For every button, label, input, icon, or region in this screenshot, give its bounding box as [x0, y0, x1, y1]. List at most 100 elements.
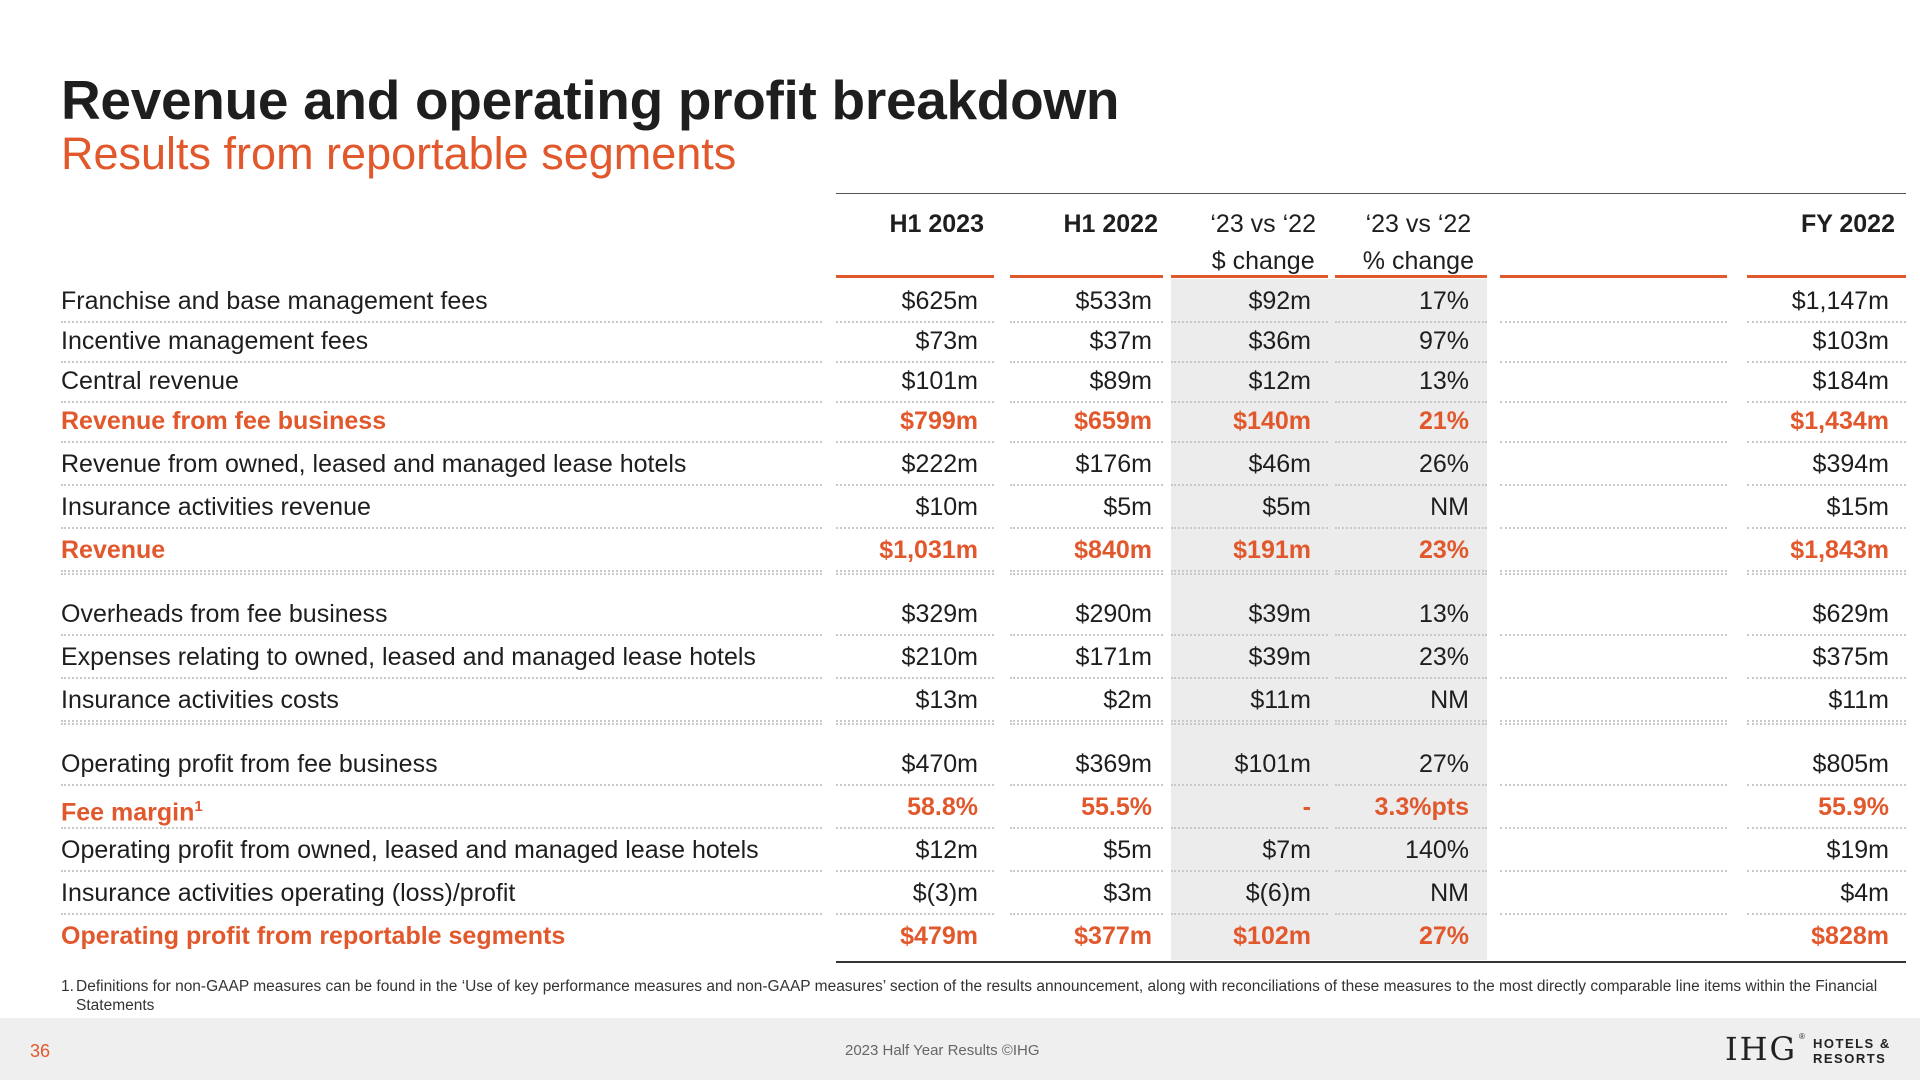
table-top-rule: [836, 193, 1906, 194]
row-separator: [1747, 723, 1906, 725]
row-separator: [1171, 361, 1328, 363]
row-label-text: Incentive management fees: [61, 327, 369, 355]
table-cell: 23%: [1418, 536, 1469, 564]
row-separator-label: [61, 870, 822, 872]
table-cell: $15m: [1826, 493, 1889, 521]
row-separator: [1010, 827, 1163, 829]
row-label-text: Revenue: [61, 536, 166, 564]
table-cell: NM: [1430, 493, 1469, 521]
row-separator: [1500, 784, 1727, 786]
row-separator: [1171, 634, 1328, 636]
row-separator: [1335, 677, 1487, 679]
row-separator: [1010, 677, 1163, 679]
row-separator-label: [61, 677, 822, 679]
row-separator: [836, 870, 994, 872]
table-cell: $377m: [1074, 922, 1152, 950]
row-separator: [1500, 361, 1727, 363]
table-cell: $659m: [1074, 407, 1152, 435]
row-separator: [1335, 441, 1487, 443]
row-separator: [1171, 527, 1328, 529]
table-cell: 58.8%: [907, 793, 978, 821]
row-label: Fee margin1: [61, 787, 203, 832]
table-cell: 21%: [1418, 407, 1469, 435]
row-separator-label: [61, 361, 822, 363]
row-separator: [1171, 870, 1328, 872]
row-label-text: Overheads from fee business: [61, 600, 388, 628]
row-label: Overheads from fee business: [61, 594, 388, 634]
row-separator: [1171, 723, 1328, 725]
row-separator: [836, 441, 994, 443]
table-cell: $92m: [1248, 287, 1311, 315]
footnote-text: Definitions for non-GAAP measures can be…: [76, 978, 1878, 1014]
table-cell: $5m: [1262, 493, 1311, 521]
row-separator: [1500, 527, 1727, 529]
table-cell: $222m: [901, 450, 978, 478]
row-separator: [1500, 321, 1727, 323]
table-cell: $369m: [1075, 750, 1152, 778]
column-header-underline: [836, 275, 994, 278]
row-separator: [1010, 720, 1163, 722]
table-cell: $5m: [1103, 493, 1152, 521]
column-header-2: ‘23 vs ‘22 $ change: [1210, 206, 1316, 280]
row-separator: [1500, 827, 1727, 829]
row-separator-label: [61, 634, 822, 636]
table-cell: 23%: [1418, 643, 1469, 671]
row-separator-label: [61, 723, 822, 725]
table-cell: $(3)m: [912, 879, 978, 907]
row-separator: [1010, 723, 1163, 725]
row-separator: [1747, 913, 1906, 915]
row-separator: [836, 723, 994, 725]
column-header-line2: $ change: [1211, 247, 1315, 275]
row-separator: [1010, 401, 1163, 403]
row-separator: [1010, 634, 1163, 636]
row-separator: [1335, 573, 1487, 575]
row-separator: [836, 321, 994, 323]
column-header-line2: % change: [1362, 247, 1474, 275]
row-separator: [836, 361, 994, 363]
row-separator: [1010, 870, 1163, 872]
table-cell: $73m: [915, 327, 978, 355]
row-label-text: Fee margin: [61, 798, 195, 827]
table-row: Revenue from fee business $799m $659m $140m…: [0, 401, 1920, 441]
row-separator: [1335, 401, 1487, 403]
row-label-text: Operating profit from owned, leased and …: [61, 836, 759, 864]
row-separator: [1171, 401, 1328, 403]
logo-line-2: RESORTS: [1813, 1051, 1887, 1066]
row-separator: [1747, 870, 1906, 872]
column-header-5: FY 2022: [1801, 206, 1895, 243]
row-separator: [836, 720, 994, 722]
row-separator: [1010, 913, 1163, 915]
ihg-logo: IHG ® HOTELS & RESORTS: [1725, 1030, 1895, 1070]
row-separator: [1747, 573, 1906, 575]
row-separator: [1010, 573, 1163, 575]
table-cell: $329m: [901, 600, 978, 628]
table-cell: $210m: [901, 643, 978, 671]
row-separator: [1010, 570, 1163, 572]
row-separator: [1747, 321, 1906, 323]
footnote-marker: 1: [194, 798, 203, 815]
table-cell: $37m: [1089, 327, 1152, 355]
column-header-line1: H1 2022: [1063, 210, 1158, 238]
page-number: 36: [30, 1041, 51, 1061]
table-cell: $101m: [901, 367, 978, 395]
row-separator: [1335, 784, 1487, 786]
table-row: Insurance activities revenue $10m $5m $5m NM…: [0, 487, 1920, 527]
table-row: Incentive management fees $73m $37m $36m 97%…: [0, 321, 1920, 361]
row-separator: [1747, 570, 1906, 572]
table-row: Insurance activities operating (loss)/pr…: [0, 873, 1920, 913]
table-row: Revenue $1,031m $840m $191m 23% $1,843m: [0, 530, 1920, 570]
table-cell: $828m: [1811, 922, 1889, 950]
row-label-text: Operating profit from fee business: [61, 750, 438, 778]
row-separator: [836, 677, 994, 679]
row-separator: [836, 573, 994, 575]
change-column-shading: [1171, 279, 1487, 960]
table-row: Insurance activities costs $13m $2m $11m NM $…: [0, 680, 1920, 720]
row-label: Revenue from fee business: [61, 401, 386, 441]
table-cell: $140m: [1233, 407, 1311, 435]
row-separator: [1010, 321, 1163, 323]
row-separator-label: [61, 570, 822, 572]
table-cell: $46m: [1248, 450, 1311, 478]
row-label-text: Revenue from fee business: [61, 407, 387, 435]
table-cell: 55.9%: [1818, 793, 1889, 821]
column-header-underline: [1500, 275, 1727, 278]
